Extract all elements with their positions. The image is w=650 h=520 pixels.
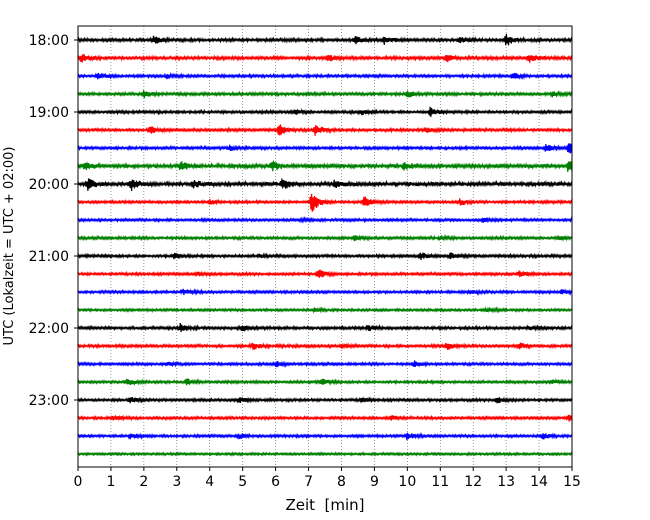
trace-line-2145 (77, 306, 573, 314)
x-tick-label: 11 (431, 474, 449, 490)
x-tick-label: 7 (304, 474, 313, 490)
y-axis-label: UTC (Lokalzeit = UTC + 02:00) (2, 147, 17, 346)
trace-line-2130 (77, 288, 573, 296)
x-tick-label: 2 (139, 474, 148, 490)
y-axis-ticks: 18:00 19:00 20:00 21:00 22:00 23:00 (29, 33, 78, 409)
x-tick-label: 1 (106, 474, 115, 490)
trace-line-1845 (77, 89, 573, 99)
trace-line-1915 (77, 124, 573, 136)
trace-line-2100 (77, 252, 573, 261)
y-tick-label: 19:00 (29, 105, 69, 121)
trace-line-2000 (77, 178, 573, 192)
trace-line-2115 (77, 269, 573, 278)
x-axis-ticks: 0 1 2 3 4 5 6 7 8 9 10 11 12 13 14 15 (74, 467, 581, 490)
trace-line-2200 (77, 323, 573, 333)
seismic-traces (77, 33, 573, 457)
x-tick-label: 14 (530, 474, 548, 490)
y-tick-label: 18:00 (29, 33, 69, 49)
y-tick-label: 22:00 (29, 321, 69, 337)
x-tick-label: 15 (563, 474, 581, 490)
trace-line-2230 (77, 360, 573, 368)
trace-line-1900 (77, 106, 573, 118)
trace-line-2215 (77, 342, 573, 351)
plot-frame (77, 25, 573, 468)
x-tick-label: 12 (464, 474, 482, 490)
trace-line-1815 (77, 53, 573, 63)
y-tick-label: 23:00 (29, 393, 69, 409)
y-tick-label: 21:00 (29, 249, 69, 265)
x-tick-label: 0 (74, 474, 83, 490)
trace-line-2345 (77, 451, 573, 457)
trace-line-1800 (77, 33, 573, 46)
trace-line-2045 (77, 234, 573, 242)
trace-line-2030 (77, 215, 573, 224)
x-tick-label: 4 (205, 474, 214, 490)
x-tick-label: 10 (398, 474, 416, 490)
trace-line-2015 (77, 193, 573, 212)
x-tick-label: 6 (271, 474, 280, 490)
x-tick-label: 13 (497, 474, 515, 490)
x-tick-label: 5 (238, 474, 247, 490)
y-tick-label: 20:00 (29, 177, 69, 193)
trace-line-2245 (77, 377, 573, 386)
trace-line-1830 (77, 72, 573, 80)
trace-line-2300 (77, 396, 573, 404)
x-tick-label: 8 (337, 474, 346, 490)
x-tick-label: 9 (370, 474, 379, 490)
x-axis-label: Zeit [min] (285, 496, 364, 514)
trace-line-2330 (77, 432, 573, 441)
trace-line-2315 (77, 414, 573, 422)
trace-line-1945 (77, 160, 573, 172)
trace-line-1930 (77, 143, 573, 154)
x-tick-label: 3 (172, 474, 181, 490)
